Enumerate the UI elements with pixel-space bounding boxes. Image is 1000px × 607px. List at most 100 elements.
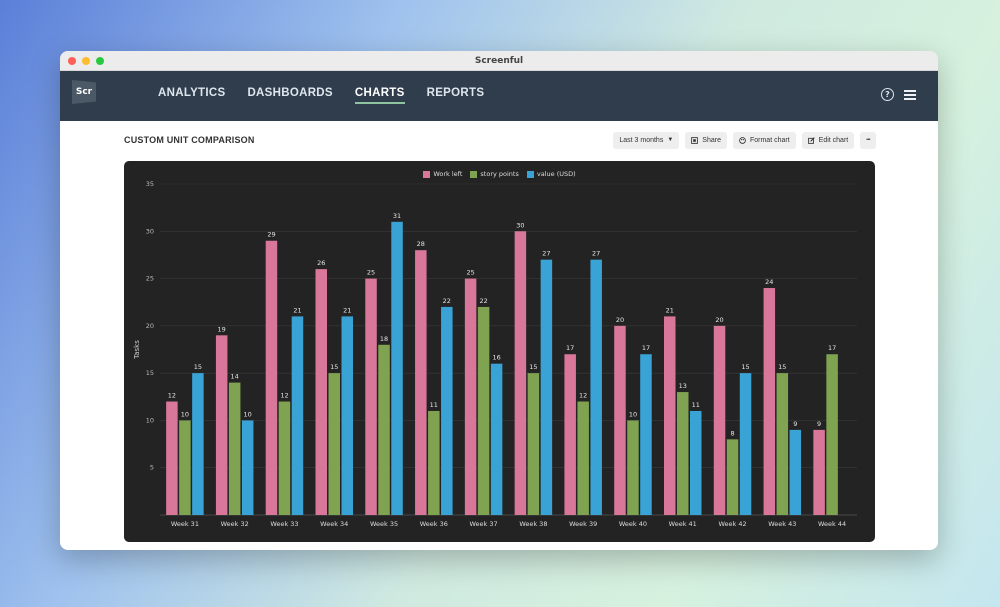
data-label: 15 — [741, 363, 749, 371]
caret-down-icon: ▼ — [667, 137, 674, 143]
bar[interactable] — [540, 259, 553, 515]
x-tick-label: Week 38 — [519, 520, 547, 528]
legend-label: value (USD) — [536, 170, 576, 178]
app-logo[interactable]: Scr — [72, 80, 96, 104]
share-icon — [691, 136, 699, 144]
bar[interactable] — [664, 316, 676, 515]
nav-analytics[interactable]: ANALYTICS — [158, 87, 226, 99]
y-axis-title: Tasks — [133, 340, 141, 360]
legend-swatch — [423, 170, 431, 178]
bar[interactable] — [763, 288, 776, 515]
bar[interactable] — [713, 325, 726, 515]
y-tick-label: 25 — [146, 275, 154, 283]
bar[interactable] — [415, 250, 427, 515]
bar[interactable] — [677, 392, 689, 515]
minimize-window-button[interactable] — [82, 57, 90, 65]
bar[interactable] — [278, 401, 291, 515]
data-label: 21 — [293, 306, 301, 314]
nav-right: ? — [881, 88, 916, 101]
legend-swatch — [526, 170, 534, 178]
legend-label: story points — [480, 170, 519, 178]
bar[interactable] — [826, 354, 838, 515]
legend-item-value-usd[interactable]: value (USD) — [526, 170, 576, 178]
bar[interactable] — [813, 429, 825, 515]
y-tick-label: 15 — [146, 369, 154, 377]
bar[interactable] — [527, 373, 540, 515]
bar[interactable] — [614, 325, 626, 515]
bar[interactable] — [365, 278, 377, 515]
x-tick-label: Week 39 — [569, 520, 597, 528]
bar[interactable] — [564, 354, 576, 515]
y-tick-label: 30 — [146, 227, 154, 235]
edit-chart-label: Edit chart — [818, 136, 849, 144]
app-window: Screenful Scr ANALYTICS DASHBOARDS CHART… — [60, 51, 938, 550]
nav-reports[interactable]: REPORTS — [426, 87, 485, 99]
bar[interactable] — [789, 429, 802, 515]
date-range-dropdown[interactable]: Last 3 months ▼ — [613, 131, 680, 149]
bar[interactable] — [640, 354, 652, 515]
data-label: 13 — [679, 382, 687, 390]
more-options-button[interactable]: ••• — [860, 131, 876, 149]
x-tick-label: Week 40 — [619, 520, 647, 528]
data-label: 15 — [330, 363, 338, 371]
bar[interactable] — [441, 306, 453, 515]
legend-item-story-points[interactable]: story points — [470, 170, 519, 178]
bar[interactable] — [577, 401, 589, 515]
bar[interactable] — [166, 401, 178, 515]
bar[interactable] — [776, 373, 789, 515]
bar[interactable] — [590, 259, 602, 515]
y-tick-label: 20 — [146, 322, 154, 330]
bar[interactable] — [690, 410, 702, 515]
data-label: 30 — [516, 221, 524, 229]
chart-actions: Last 3 months ▼ Share Format chart Edit … — [613, 131, 876, 149]
data-label: 20 — [715, 316, 723, 324]
bar[interactable] — [291, 316, 304, 515]
bar[interactable] — [490, 363, 503, 515]
bar[interactable] — [341, 316, 354, 515]
bar[interactable] — [627, 420, 639, 515]
bar[interactable] — [391, 221, 403, 516]
legend-item-work-left[interactable]: Work left — [423, 170, 462, 178]
chart-legend: Work left story points value (USD) — [124, 170, 875, 178]
bar[interactable] — [192, 373, 204, 515]
data-label: 25 — [367, 269, 375, 277]
bar[interactable] — [378, 344, 390, 515]
hamburger-menu-icon[interactable] — [904, 89, 916, 100]
legend-swatch — [470, 170, 478, 178]
share-button[interactable]: Share — [685, 131, 727, 149]
data-label: 12 — [579, 392, 587, 400]
bar[interactable] — [464, 278, 477, 515]
bar[interactable] — [739, 373, 752, 515]
more-dots-icon: ••• — [866, 137, 870, 143]
x-tick-label: Week 43 — [768, 520, 796, 528]
bar[interactable] — [477, 306, 490, 515]
x-tick-label: Week 37 — [470, 520, 498, 528]
data-label: 15 — [529, 363, 537, 371]
data-label: 28 — [417, 240, 425, 248]
data-label: 21 — [343, 306, 351, 314]
help-icon[interactable]: ? — [881, 88, 894, 101]
bar[interactable] — [428, 410, 440, 515]
bar[interactable] — [514, 231, 527, 515]
chart-toolbar: CUSTOM UNIT COMPARISON Last 3 months ▼ S… — [124, 131, 876, 149]
edit-chart-button[interactable]: Edit chart — [801, 131, 855, 149]
nav-charts[interactable]: CHARTS — [354, 87, 405, 104]
bar[interactable] — [315, 269, 328, 515]
bar[interactable] — [726, 439, 739, 515]
bar[interactable] — [179, 420, 191, 515]
format-chart-button[interactable]: Format chart — [732, 131, 796, 149]
data-label: 20 — [616, 316, 624, 324]
legend-label: Work left — [433, 170, 463, 178]
page-title: CUSTOM UNIT COMPARISON — [124, 135, 255, 145]
nav-dashboards[interactable]: DASHBOARDS — [247, 87, 333, 99]
bar[interactable] — [265, 240, 278, 515]
data-label: 15 — [778, 363, 786, 371]
close-window-button[interactable] — [68, 57, 76, 65]
data-label: 9 — [793, 420, 797, 428]
bar[interactable] — [328, 373, 341, 515]
zoom-window-button[interactable] — [96, 57, 104, 65]
bar[interactable] — [241, 420, 254, 515]
data-label: 22 — [479, 297, 487, 305]
bar[interactable] — [228, 382, 241, 515]
bar[interactable] — [215, 335, 228, 515]
